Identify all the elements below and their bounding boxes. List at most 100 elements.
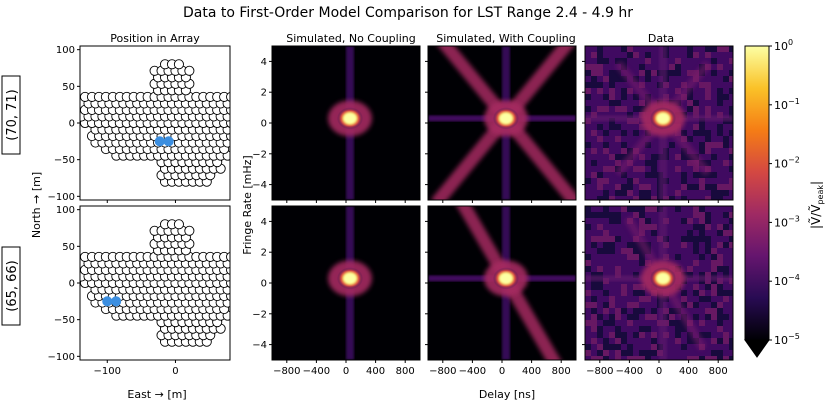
data-noise-cell <box>681 52 687 58</box>
data-noise-cell <box>597 184 603 190</box>
data-noise-cell <box>717 52 723 58</box>
data-noise-cell <box>687 236 693 242</box>
data-noise-cell <box>627 266 633 272</box>
data-noise-cell <box>729 326 733 332</box>
data-noise-cell <box>711 356 717 360</box>
data-noise-cell <box>705 218 711 224</box>
data-noise-cell <box>723 308 729 314</box>
data-noise-cell <box>591 290 597 296</box>
data-noise-cell <box>591 332 597 338</box>
data-noise-cell <box>615 190 621 196</box>
data-noise-cell <box>705 190 711 196</box>
data-noise-cell <box>711 124 717 130</box>
data-noise-cell <box>609 338 615 344</box>
data-noise-cell <box>705 94 711 100</box>
highlighted-antenna <box>102 296 113 307</box>
data-noise-cell <box>609 106 615 112</box>
data-noise-cell <box>633 266 639 272</box>
data-noise-cell <box>585 46 591 52</box>
data-noise-cell <box>723 46 729 52</box>
data-noise-cell <box>651 88 657 94</box>
y-tick-label: 100 <box>56 205 75 216</box>
data-noise-cell <box>609 130 615 136</box>
data-noise-cell <box>633 178 639 184</box>
data-noise-cell <box>585 178 591 184</box>
data-noise-cell <box>597 206 603 212</box>
data-noise-cell <box>645 82 651 88</box>
data-noise-cell <box>639 76 645 82</box>
data-noise-cell <box>597 136 603 142</box>
data-noise-cell <box>681 212 687 218</box>
data-noise-cell <box>609 308 615 314</box>
data-noise-cell <box>723 338 729 344</box>
data-noise-cell <box>603 82 609 88</box>
data-noise-cell <box>645 190 651 196</box>
data-noise-cell <box>669 338 675 344</box>
data-noise-cell <box>651 242 657 248</box>
data-noise-cell <box>723 136 729 142</box>
data-noise-cell <box>711 344 717 350</box>
delay-tick-label: 800 <box>396 366 415 377</box>
data-noise-cell <box>633 248 639 254</box>
data-noise-cell <box>585 154 591 160</box>
data-noise-cell <box>651 166 657 172</box>
data-noise-cell <box>693 302 699 308</box>
data-noise-cell <box>723 172 729 178</box>
data-noise-cell <box>705 196 711 200</box>
data-noise-cell <box>729 106 733 112</box>
colorbar-tick-label: 10−2 <box>774 156 800 171</box>
data-noise-cell <box>705 248 711 254</box>
data-noise-cell <box>687 100 693 106</box>
data-noise-cell <box>591 70 597 76</box>
data-noise-cell <box>705 290 711 296</box>
data-noise-cell <box>711 178 717 184</box>
data-noise-cell <box>687 338 693 344</box>
data-noise-cell <box>651 76 657 82</box>
data-noise-cell <box>627 350 633 356</box>
data-noise-cell <box>603 206 609 212</box>
data-noise-cell <box>639 332 645 338</box>
data-noise-cell <box>609 332 615 338</box>
data-noise-cell <box>615 148 621 154</box>
data-noise-cell <box>621 124 627 130</box>
data-noise-cell <box>609 344 615 350</box>
data-noise-cell <box>651 236 657 242</box>
data-noise-cell <box>711 206 717 212</box>
data-noise-cell <box>645 166 651 172</box>
data-noise-cell <box>687 314 693 320</box>
svg-text:(65, 66): (65, 66) <box>5 260 20 312</box>
data-noise-cell <box>585 124 591 130</box>
data-noise-cell <box>711 296 717 302</box>
data-noise-cell <box>591 248 597 254</box>
data-noise-cell <box>693 172 699 178</box>
data-noise-cell <box>597 190 603 196</box>
data-noise-cell <box>603 154 609 160</box>
data-noise-cell <box>675 46 681 52</box>
data-noise-cell <box>627 260 633 266</box>
data-noise-cell <box>693 52 699 58</box>
data-noise-cell <box>711 70 717 76</box>
data-noise-cell <box>639 148 645 154</box>
data-noise-cell <box>633 100 639 106</box>
colorbar-tick-label: 10−4 <box>774 273 800 288</box>
data-noise-cell <box>651 172 657 178</box>
data-noise-cell <box>699 296 705 302</box>
data-noise-cell <box>603 356 609 360</box>
data-noise-cell <box>693 46 699 52</box>
data-noise-cell <box>693 344 699 350</box>
row-label-2: (65, 66) <box>1 246 21 326</box>
data-noise-cell <box>675 230 681 236</box>
data-noise-cell <box>591 212 597 218</box>
data-noise-cell <box>591 178 597 184</box>
data-noise-cell <box>699 206 705 212</box>
data-noise-cell <box>621 184 627 190</box>
data-noise-cell <box>615 242 621 248</box>
data-noise-cell <box>639 184 645 190</box>
data-noise-cell <box>627 206 633 212</box>
data-noise-cell <box>681 46 687 52</box>
data-noise-cell <box>615 106 621 112</box>
data-noise-cell <box>687 254 693 260</box>
data-noise-cell <box>585 344 591 350</box>
data-noise-cell <box>633 332 639 338</box>
data-noise-cell <box>675 218 681 224</box>
